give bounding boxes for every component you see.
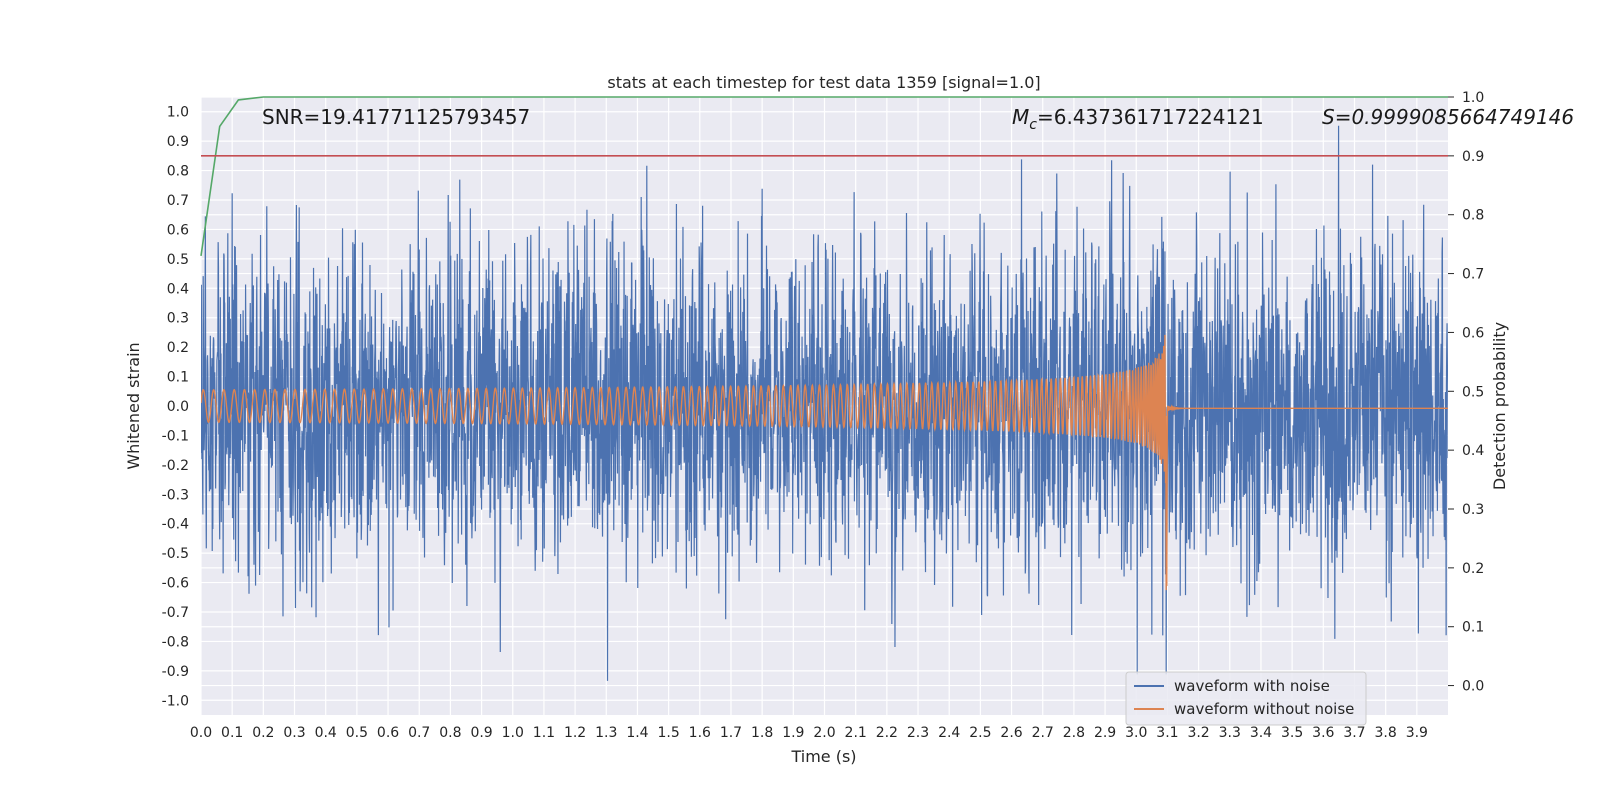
y2-tick-label: 0.0 [1462,679,1484,695]
y2-tick-labels: 0.0 0.1 0.2 0.3 0.4 0.5 0.6 0.7 0.8 0.9 1.0 [1448,90,1484,695]
x-tick-label: 2.8 [1063,725,1085,741]
x-tick-label: 1.0 [502,725,524,741]
x-tick-label: 1.4 [626,725,648,741]
y2-tick-label: 0.4 [1462,443,1484,459]
y-tick-label: -0.1 [162,428,189,444]
x-tick-label: 3.3 [1219,725,1241,741]
y-tick-label: 0.4 [167,281,189,297]
x-tick-label: 3.8 [1375,725,1397,741]
x-tick-label: 2.6 [1000,725,1022,741]
x-tick-label: 2.3 [907,725,929,741]
x-tick-label: 1.2 [564,725,586,741]
y-tick-label: 0.0 [167,399,189,415]
s-annotation: S=0.9999085664749146 [1322,105,1574,129]
y-tick-label: 0.2 [167,340,189,356]
y-tick-label: -1.0 [162,693,189,709]
y2-tick-label: 0.1 [1462,620,1484,636]
x-tick-label: 1.6 [689,725,711,741]
x-tick-label: 1.9 [782,725,804,741]
y-tick-label: 0.9 [167,134,189,150]
x-tick-label: 0.7 [408,725,430,741]
x-tick-label: 1.3 [595,725,617,741]
x-tick-label: 0.9 [470,725,492,741]
x-tick-label: 2.0 [813,725,835,741]
legend: waveform with noise waveform without noi… [1125,671,1367,726]
x-tick-label: 3.6 [1312,725,1334,741]
legend-box [1125,671,1367,726]
x-tick-label: 2.1 [845,725,867,741]
y-tick-label: -0.6 [162,576,189,592]
y-tick-label: -0.5 [162,546,189,562]
y2-tick-label: 0.2 [1462,561,1484,577]
series-line-detection-probability [200,96,1448,257]
x-tick-label: 3.1 [1156,725,1178,741]
y2-tick-label: 0.3 [1462,502,1484,518]
y-tick-label: -0.3 [162,487,189,503]
x-tick-label: 1.5 [657,725,679,741]
y-tick-label: 0.8 [167,164,189,180]
y-tick-label: 0.6 [167,222,189,238]
x-tick-label: 1.7 [720,725,742,741]
y-tick-label: -0.2 [162,458,189,474]
y2-tick-label: 0.7 [1462,267,1484,283]
y2-tick-label: 0.6 [1462,325,1484,341]
x-tick-label: 0.8 [439,725,461,741]
x-tick-label: 0.6 [377,725,399,741]
y2-tick-label: 0.8 [1462,208,1484,224]
x-tick-label: 1.8 [751,725,773,741]
x-tick-label: 1.1 [533,725,555,741]
y2-tick-label: 1.0 [1462,90,1484,106]
x-tick-label: 0.5 [346,725,368,741]
legend-label-waveform-without-noise: waveform without noise [1174,700,1354,718]
x-tick-label: 2.5 [969,725,991,741]
series-line-waveform-with-noise [201,125,1448,681]
x-tick-label: 0.3 [283,725,305,741]
x-tick-label: 2.2 [876,725,898,741]
x-tick-label: 3.5 [1281,725,1303,741]
x-tick-label: 0.2 [252,725,274,741]
x-tick-label: 2.4 [938,725,960,741]
y-tick-label: 0.5 [167,252,189,268]
x-tick-label: 2.9 [1094,725,1116,741]
y-tick-label: -0.4 [162,517,189,533]
y-tick-label: 0.7 [167,193,189,209]
y2-tick-label: 0.9 [1462,149,1484,165]
x-tick-label: 3.2 [1187,725,1209,741]
y2-tick-label: 0.5 [1462,384,1484,400]
legend-label-waveform-with-noise: waveform with noise [1174,677,1330,695]
y-tick-label: -0.7 [162,605,189,621]
y-tick-labels: -1.0 -0.9 -0.8 -0.7 -0.6 -0.5 -0.4 -0.3 -0.2 -0.1… [162,105,189,710]
y-axis-label: Whitened strain [124,342,143,469]
x-tick-label: 0.1 [221,725,243,741]
x-tick-label: 3.7 [1343,725,1365,741]
x-tick-label: 3.0 [1125,725,1147,741]
x-axis-label: Time (s) [790,747,856,766]
x-tick-label: 0.0 [190,725,212,741]
snr-annotation: SNR=19.41771125793457 [262,105,530,129]
series-line-waveform-without-noise [201,334,1448,591]
y-tick-label: -0.9 [162,664,189,680]
y-tick-label: 1.0 [167,105,189,121]
x-tick-label: 0.4 [315,725,337,741]
y-tick-label: -0.8 [162,634,189,650]
mc-annotation: Mc=6.437361717224121 [1012,105,1264,133]
x-tick-label: 2.7 [1032,725,1054,741]
x-tick-labels: 0.0 0.1 0.2 0.3 0.4 0.5 0.6 0.7 0.8 0.9 1.0 1.1 1.2 1… [190,725,1428,741]
x-tick-label: 3.9 [1406,725,1428,741]
y2-axis-label: Detection probability [1490,322,1509,490]
x-tick-label: 3.4 [1250,725,1272,741]
y-tick-label: 0.1 [167,370,189,386]
chart-title: stats at each timestep for test data 135… [607,73,1040,92]
y-tick-label: 0.3 [167,311,189,327]
